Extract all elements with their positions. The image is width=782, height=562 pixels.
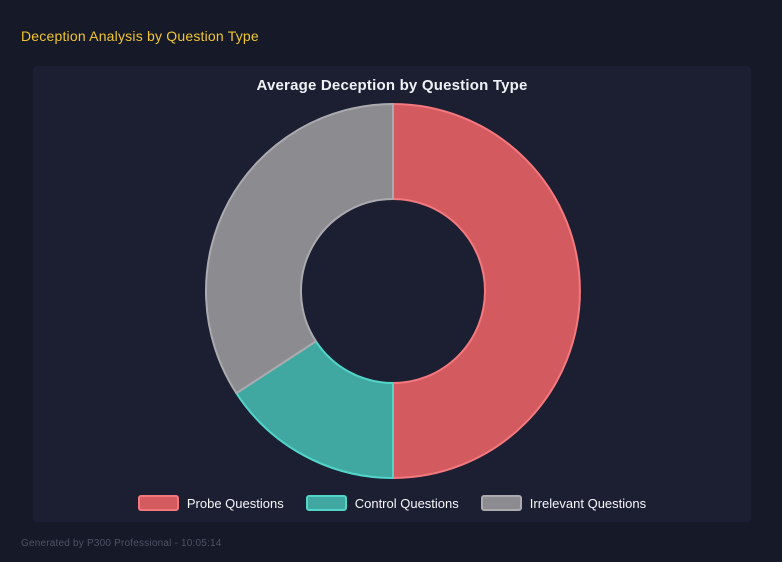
legend-label-irrelevant: Irrelevant Questions <box>529 495 647 511</box>
legend-item-control-questions[interactable]: Control Questions <box>305 495 459 511</box>
doughnut-slice-2[interactable] <box>205 103 394 395</box>
legend-item-irrelevant-questions[interactable]: Irrelevant Questions <box>480 495 647 511</box>
chart-title: Average Deception by Question Type <box>256 77 528 94</box>
legend-label-probe: Probe Questions <box>186 495 284 511</box>
doughnut-slice-1[interactable] <box>235 340 394 479</box>
legend-label-control: Control Questions <box>354 495 459 511</box>
doughnut-chart[interactable] <box>203 101 583 481</box>
legend-item-probe-questions[interactable]: Probe Questions <box>137 495 284 511</box>
footer-status: Generated by P300 Professional - 10:05:1… <box>21 538 222 549</box>
chart-panel: Average Deception by Question Type Probe… <box>33 66 751 522</box>
legend-swatch-control <box>305 495 347 511</box>
page-title: Deception Analysis by Question Type <box>21 28 259 44</box>
legend-swatch-irrelevant <box>480 495 522 511</box>
doughnut-slice-0[interactable] <box>392 103 581 479</box>
legend-swatch-probe <box>137 495 179 511</box>
chart-legend: Probe Questions Control Questions Irrele… <box>33 495 751 511</box>
